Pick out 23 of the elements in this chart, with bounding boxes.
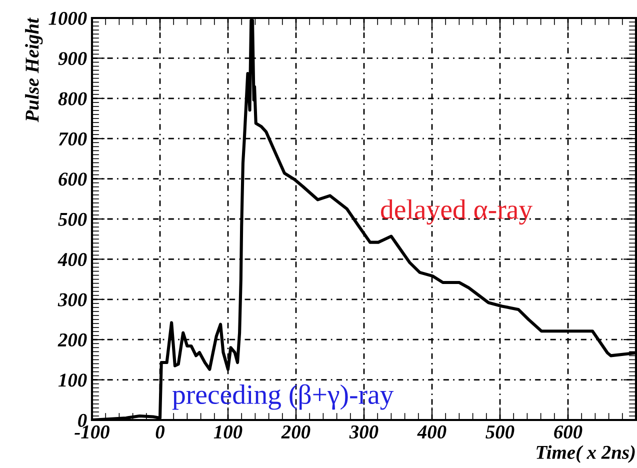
annotation: delayed α-ray — [381, 199, 532, 225]
y-tick-label: 900 — [58, 52, 87, 66]
y-tick-label: 300 — [58, 293, 87, 306]
x-tick-label: -100 — [74, 425, 110, 439]
y-tick-label: 200 — [58, 333, 87, 347]
y-tick-label: 700 — [58, 132, 87, 146]
y-tick-label: 100 — [58, 374, 87, 387]
x-tick-label: 200 — [281, 425, 310, 439]
y-tick-label: 1000 — [48, 12, 87, 25]
x-tick-label: 0 — [156, 425, 165, 439]
y-tick-label: 600 — [58, 172, 87, 186]
y-tick-label: 500 — [58, 212, 87, 226]
y-tick-label: 400 — [58, 253, 87, 266]
annotation: preceding (β+γ)-ray — [172, 384, 394, 410]
x-axis-title: Time( x 2ns) — [536, 445, 635, 463]
x-tick-label: 100 — [214, 425, 242, 439]
y-axis-title: Pulse Height — [25, 18, 43, 122]
y-tick-label: 800 — [58, 92, 87, 106]
x-tick-label: 300 — [349, 425, 378, 439]
x-tick-label: 500 — [486, 425, 514, 439]
x-tick-label: 600 — [554, 425, 582, 439]
y-tick-label: 0 — [78, 414, 87, 427]
x-tick-label: 400 — [417, 425, 446, 439]
